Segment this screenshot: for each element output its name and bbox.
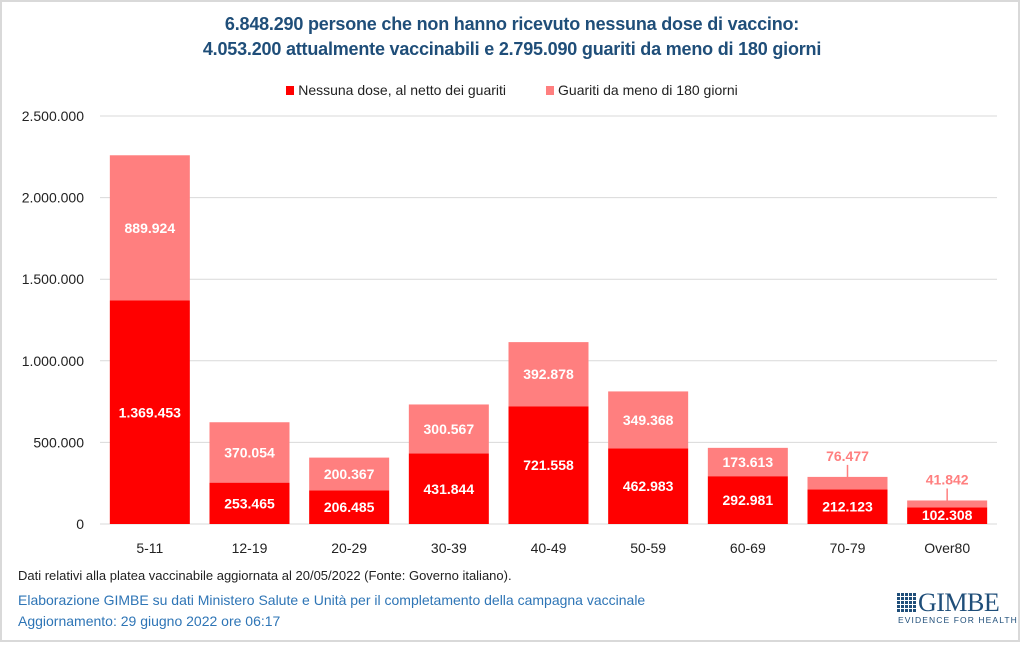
bar-nessuna-dose: [408, 453, 489, 524]
data-label-guariti: 349.368: [623, 412, 674, 428]
legend-label-nessuna-dose: Nessuna dose, al netto dei guariti: [298, 82, 507, 98]
source-text: Elaborazione GIMBE su dati Ministero Sal…: [18, 592, 646, 608]
bar-nessuna-dose: [508, 406, 589, 524]
legend-item-nessuna-dose: Nessuna dose, al netto dei guariti: [286, 82, 506, 98]
bar-guariti: [608, 391, 689, 449]
data-label-guariti: 76.477: [826, 448, 869, 464]
data-label-guariti: 300.567: [424, 421, 475, 437]
legend: Nessuna dose, al netto dei guariti Guari…: [0, 82, 1024, 98]
legend-swatch-nessuna-dose: [286, 85, 295, 95]
bar-guariti: [508, 342, 589, 407]
data-label-guariti: 370.054: [224, 444, 275, 460]
y-tick-label: 0: [76, 516, 84, 532]
bar-guariti: [408, 404, 489, 454]
logo-grid-overlay: [897, 593, 916, 612]
bar-nessuna-dose: [707, 476, 788, 524]
update-text: Aggiornamento: 29 giugno 2022 ore 06:17: [18, 613, 281, 629]
data-label-nessuna-dose: 1.369.453: [119, 404, 181, 420]
x-tick-label: Over80: [924, 540, 970, 556]
bar-guariti: [309, 457, 390, 491]
x-tick-label: 70-79: [830, 540, 866, 556]
y-tick-label: 1.000.000: [22, 353, 84, 369]
bar-nessuna-dose: [907, 507, 988, 524]
data-label-nessuna-dose: 721.558: [523, 457, 574, 473]
data-label-guariti: 41.842: [926, 471, 969, 487]
logo-name: GIMBE: [918, 588, 1000, 617]
bar-guariti: [109, 155, 190, 301]
legend-item-guariti: Guariti da meno di 180 giorni: [546, 82, 738, 98]
chart-subtitle: 4.053.200 attualmente vaccinabili e 2.79…: [202, 39, 822, 59]
y-tick-label: 2.000.000: [22, 190, 84, 206]
y-tick-label: 500.000: [33, 434, 84, 450]
data-label-nessuna-dose: 212.123: [822, 499, 873, 515]
bar-guariti: [209, 422, 290, 483]
data-label-guariti: 392.878: [523, 366, 574, 382]
legend-label-guariti: Guariti da meno di 180 giorni: [558, 82, 738, 98]
gimbe-logo: GIMBE EVIDENCE FOR HEALTH: [897, 588, 1017, 626]
bar-nessuna-dose: [109, 300, 190, 524]
x-tick-label: 50-59: [630, 540, 666, 556]
data-label-nessuna-dose: 292.981: [723, 492, 774, 508]
bar-nessuna-dose: [209, 482, 290, 524]
data-note: Dati relativi alla platea vaccinabile ag…: [18, 568, 512, 583]
bar-nessuna-dose: [309, 490, 390, 524]
x-tick-label: 60-69: [730, 540, 766, 556]
bar-guariti: [807, 476, 888, 490]
chart-title: 6.848.290 persone che non hanno ricevuto…: [224, 14, 800, 34]
y-tick-label: 1.500.000: [22, 271, 84, 287]
y-tick-label: 2.500.000: [22, 108, 84, 124]
x-tick-label: 5-11: [136, 540, 163, 556]
x-tick-label: 30-39: [431, 540, 467, 556]
x-tick-label: 20-29: [331, 540, 367, 556]
bar-nessuna-dose: [608, 448, 689, 524]
data-label-guariti: 173.613: [723, 454, 774, 470]
data-label-nessuna-dose: 462.983: [623, 478, 674, 494]
bar-guariti: [707, 447, 788, 477]
bar-guariti: [907, 500, 988, 508]
data-label-nessuna-dose: 431.844: [424, 481, 475, 497]
bar-nessuna-dose: [807, 489, 888, 524]
data-label-nessuna-dose: 102.308: [922, 507, 973, 523]
data-label-guariti: 200.367: [324, 466, 375, 482]
logo-tagline: EVIDENCE FOR HEALTH: [898, 615, 1018, 625]
x-tick-label: 40-49: [531, 540, 567, 556]
x-tick-label: 12-19: [232, 540, 268, 556]
data-label-nessuna-dose: 206.485: [324, 499, 375, 515]
data-label-guariti: 889.924: [125, 220, 176, 236]
data-label-nessuna-dose: 253.465: [224, 495, 275, 511]
legend-swatch-guariti: [546, 85, 555, 95]
